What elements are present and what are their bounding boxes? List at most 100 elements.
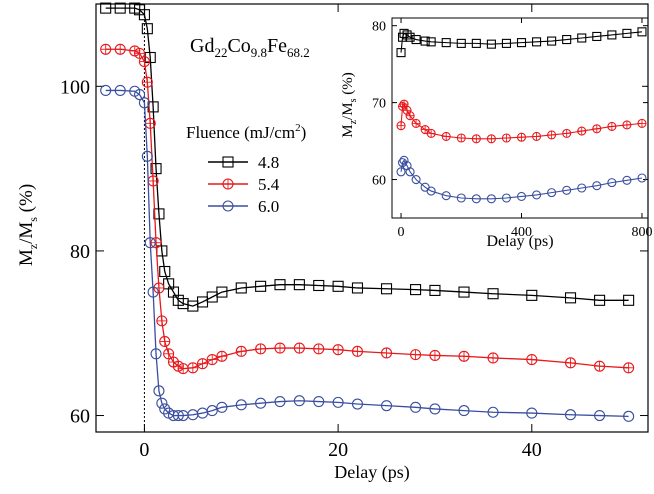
series-6-0-point [458,405,470,417]
series-4-8-point [501,38,511,48]
series-5-4-point [623,362,635,374]
series-5-4-point [274,342,286,354]
series-4-8-point [144,51,156,64]
series-5-4-point [562,128,572,138]
series-4-8-point [274,279,286,291]
series-6-0-point [351,398,364,410]
series-4-8-point [420,36,430,46]
series-5-4 [100,43,635,375]
series-4-8 [396,27,647,58]
series-4-8-point [487,288,499,300]
inset-panel: 60 70 80 0 400 800 Delay (ps) Mz/Ms (%) [340,16,652,250]
y-tick-label: 60 [70,406,90,428]
series-6-0-point [396,167,406,177]
y-tick-label: 60 [372,173,386,188]
series-5-4-point [420,124,430,135]
series-5-4-point [255,343,267,355]
series-5-4-point [177,363,189,375]
series-5-4-point [592,124,602,134]
series-5-4-point [516,132,527,142]
series-6-0-point [441,191,451,201]
series-5-4-point [134,47,146,59]
series-4-8-point [396,48,406,58]
series-6-0-point [411,174,421,185]
series-4-8-point [411,34,421,45]
series-5-4-point [206,354,218,366]
series-5-4-point [100,43,112,55]
series-6-0-point [607,178,617,188]
series-4-8-point [486,39,496,49]
series-6-0-point [216,401,228,413]
series-4-8-point [426,37,436,47]
series-4-8-point [458,286,470,298]
legend-entry-4-8-label: 4.8 [258,153,279,172]
series-6-0-point [623,410,635,422]
x-tick-label: 400 [511,225,532,240]
series-5-4 [396,99,647,144]
inset-background [386,16,642,218]
x-tick-label: 40 [522,439,542,461]
x-tick-label: 0 [398,225,405,240]
series-5-4-point [332,344,344,356]
series-6-0 [396,155,647,204]
legend-entry-5-4: 5.4 [208,175,280,194]
series-5-4-point [411,118,421,128]
series-6-0-point [274,395,286,408]
main-y-axis-label: Mz/Ms (%) [16,184,40,266]
series-5-4-line [400,103,643,140]
series-4-8-point [471,38,481,48]
series-4-8-point [380,283,393,295]
series-4-8-point [313,279,325,292]
series-6-0-point [134,88,146,101]
series-6-0-point [100,84,112,96]
series-5-4-point [471,134,481,144]
series-6-0-point [399,155,409,165]
series-5-4-point [441,131,451,142]
series-4-8-point [594,294,606,306]
series-6-0-point [486,194,496,204]
series-6-0-point [429,403,441,415]
series-6-0-point [255,397,267,409]
series-5-4-point [577,126,587,136]
inset-x-axis-label: Delay (ps) [486,233,553,250]
series-6-0-point [159,403,171,415]
series-6-0-point [526,407,538,419]
series-4-8-point [547,36,557,46]
main-y-axis-ticks: 60 80 100 [60,76,648,428]
legend-entry-4-8: 4.8 [208,153,279,172]
x-tick-label: 0 [139,439,149,461]
legend-entries: 4.8 5.4 6.0 [208,153,280,216]
x-tick-label: 800 [631,225,652,240]
series-4-8-point [410,284,422,296]
series-6-0-point [293,395,305,407]
series-6-0-point [380,400,393,412]
series-6-0-point [562,185,572,195]
main-series-group [100,2,635,422]
series-4-8-point [159,265,171,278]
series-6-0-point [594,409,606,422]
series-6-0-point [547,188,557,198]
series-6-0-point [410,401,422,413]
series-4-8-point [429,284,441,296]
series-5-4-point [159,335,171,348]
series-6-0-point [138,97,150,109]
series-4-8-point [351,282,364,294]
series-6-0-point [577,183,587,193]
series-6-0-point [592,181,602,191]
series-4-8-point [456,38,466,48]
series-5-4-point [429,349,441,362]
series-5-4-point [351,345,364,357]
sample-composition-label: Gd22Co9.8Fe68.2 [190,35,310,60]
series-4-8-point [255,280,267,292]
series-5-4-point [196,358,209,370]
series-4-8-point [516,38,527,48]
series-6-0-point [141,150,153,162]
series-6-0 [100,84,635,422]
series-4-8-point [592,31,602,42]
series-5-4-point [526,354,538,366]
series-4-8-point [623,294,635,306]
series-6-0-point [564,409,577,421]
series-4-8-point [216,286,228,298]
series-4-8-point [405,32,415,42]
series-5-4-point [187,362,199,374]
